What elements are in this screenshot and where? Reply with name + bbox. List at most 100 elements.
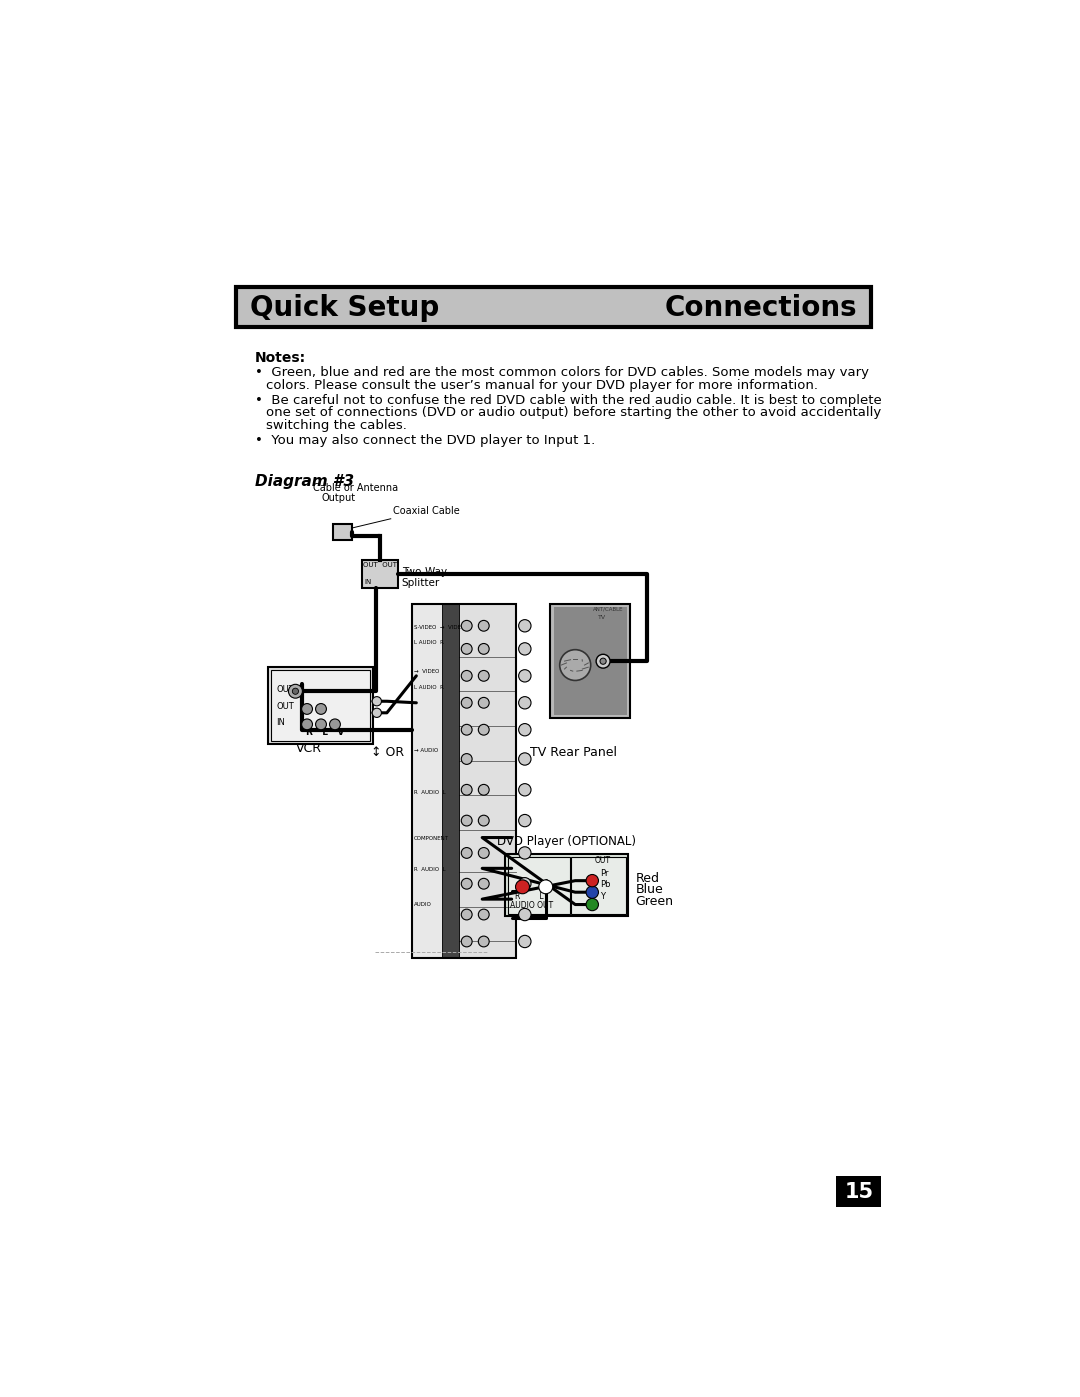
Circle shape: [518, 643, 531, 655]
Circle shape: [518, 620, 531, 631]
Text: Blue: Blue: [636, 883, 663, 895]
Circle shape: [518, 847, 531, 859]
Text: L AUDIO  R: L AUDIO R: [414, 685, 444, 690]
Circle shape: [478, 816, 489, 826]
Text: Cable or Antenna: Cable or Antenna: [313, 482, 399, 493]
Text: Pb: Pb: [600, 880, 610, 888]
Circle shape: [478, 909, 489, 921]
Text: DVD Player (OPTIONAL): DVD Player (OPTIONAL): [497, 835, 636, 848]
Text: R   L   V: R L V: [306, 728, 343, 738]
Text: Coaxial Cable: Coaxial Cable: [393, 506, 460, 515]
Text: R  AUDIO  L: R AUDIO L: [414, 868, 446, 872]
Circle shape: [478, 697, 489, 708]
Text: AUDIO: AUDIO: [414, 902, 432, 907]
Circle shape: [478, 644, 489, 654]
Bar: [571, 856, 625, 914]
Circle shape: [461, 620, 472, 631]
Text: Y: Y: [600, 893, 605, 901]
Circle shape: [461, 753, 472, 764]
Text: →  VIDEO: → VIDEO: [414, 669, 440, 675]
Circle shape: [461, 784, 472, 795]
Circle shape: [518, 877, 531, 890]
Circle shape: [518, 784, 531, 796]
Bar: [442, 605, 459, 958]
Text: Connections: Connections: [664, 293, 858, 321]
Bar: [413, 605, 515, 958]
Circle shape: [518, 753, 531, 766]
Text: OUT: OUT: [595, 856, 610, 865]
Circle shape: [293, 689, 298, 694]
Bar: [459, 605, 515, 958]
Circle shape: [478, 620, 489, 631]
Circle shape: [373, 697, 381, 705]
Text: Diagram #3: Diagram #3: [255, 474, 354, 489]
Circle shape: [315, 719, 326, 729]
Circle shape: [329, 719, 340, 729]
Circle shape: [478, 879, 489, 888]
Text: Pr: Pr: [600, 869, 608, 877]
Text: OUT: OUT: [276, 703, 294, 711]
Text: Green: Green: [636, 895, 674, 908]
Circle shape: [478, 671, 489, 682]
Circle shape: [461, 879, 472, 888]
Circle shape: [586, 875, 598, 887]
Circle shape: [518, 724, 531, 736]
Text: VCR: VCR: [296, 742, 322, 756]
Circle shape: [461, 909, 472, 921]
Text: colors. Please consult the user’s manual for your DVD player for more informatio: colors. Please consult the user’s manual…: [266, 379, 818, 391]
Text: R        L: R L: [515, 891, 543, 901]
Text: COMPONENT: COMPONENT: [414, 837, 449, 841]
Circle shape: [518, 697, 531, 708]
Text: •  Be careful not to confuse the red DVD cable with the red audio cable. It is b: • Be careful not to confuse the red DVD …: [255, 394, 882, 407]
Bar: [505, 855, 627, 916]
Circle shape: [539, 880, 553, 894]
Circle shape: [586, 898, 598, 911]
Text: •  Green, blue and red are the most common colors for DVD cables. Some models ma: • Green, blue and red are the most commo…: [255, 366, 869, 380]
Text: TV Rear Panel: TV Rear Panel: [530, 746, 618, 760]
Text: Output: Output: [321, 493, 355, 503]
Circle shape: [518, 936, 531, 947]
Bar: [235, 286, 872, 327]
Text: S-VIDEO  →  VIDEO: S-VIDEO → VIDEO: [414, 624, 465, 630]
Circle shape: [301, 704, 312, 714]
Text: L AUDIO  R: L AUDIO R: [414, 640, 444, 645]
Text: → AUDIO: → AUDIO: [414, 747, 438, 753]
Bar: [554, 608, 627, 715]
Circle shape: [461, 725, 472, 735]
Text: Notes:: Notes:: [255, 351, 307, 365]
Bar: [413, 605, 442, 958]
Text: Quick Setup: Quick Setup: [249, 293, 438, 321]
Circle shape: [600, 658, 606, 665]
Text: TV: TV: [598, 615, 607, 620]
Text: ANT/CABLE: ANT/CABLE: [593, 606, 623, 612]
Bar: [413, 605, 515, 958]
Circle shape: [518, 814, 531, 827]
Text: R  AUDIO  L: R AUDIO L: [414, 791, 446, 795]
Text: IN: IN: [276, 718, 285, 726]
Circle shape: [478, 848, 489, 858]
Circle shape: [586, 886, 598, 898]
Circle shape: [478, 725, 489, 735]
Circle shape: [478, 784, 489, 795]
Bar: [459, 605, 515, 958]
Bar: [334, 524, 352, 539]
Circle shape: [373, 708, 381, 718]
Text: IN: IN: [364, 578, 372, 585]
Text: 15: 15: [845, 1182, 874, 1201]
Bar: [551, 605, 631, 718]
Bar: [442, 605, 459, 958]
Text: one set of connections (DVD or audio output) before starting the other to avoid : one set of connections (DVD or audio out…: [266, 407, 881, 419]
Text: Splitter: Splitter: [402, 578, 440, 588]
Circle shape: [596, 654, 610, 668]
Circle shape: [315, 704, 326, 714]
Circle shape: [518, 908, 531, 921]
Circle shape: [461, 816, 472, 826]
Text: AUDIO OUT: AUDIO OUT: [510, 901, 553, 909]
Text: switching the cables.: switching the cables.: [266, 419, 407, 432]
Bar: [836, 1176, 881, 1207]
Text: Two-Way: Two-Way: [402, 567, 447, 577]
Circle shape: [518, 669, 531, 682]
Text: OUT: OUT: [276, 685, 294, 693]
Circle shape: [515, 880, 529, 894]
Bar: [362, 560, 397, 588]
